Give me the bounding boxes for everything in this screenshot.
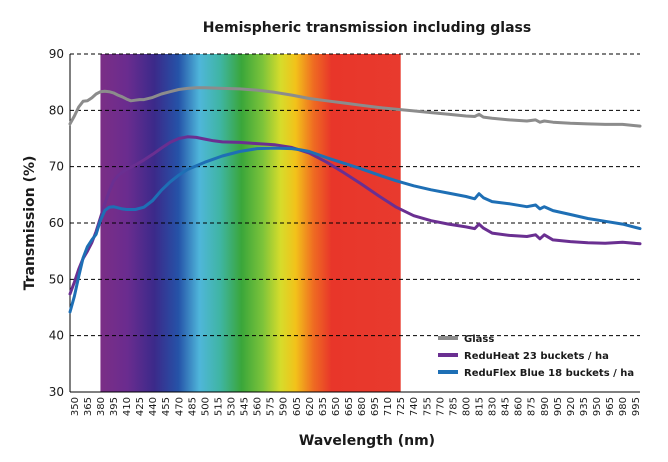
- x-tick-label: 785: [448, 397, 459, 416]
- y-tick-label: 60: [49, 216, 64, 230]
- x-tick-label: 770: [435, 397, 446, 416]
- y-axis-title: Transmission (%): [22, 156, 38, 291]
- series-line-1: [68, 135, 642, 296]
- x-tick-label: 455: [161, 397, 172, 416]
- legend-label: ReduHeat 23 buckets / ha: [464, 351, 609, 362]
- gridlines: [70, 53, 640, 337]
- x-tick-label: 800: [461, 397, 472, 416]
- x-tick-label: 650: [331, 397, 342, 416]
- x-tick-label: 620: [305, 397, 316, 416]
- x-tick-label: 725: [396, 397, 407, 416]
- legend-label: Glass: [464, 334, 494, 345]
- series-lines: [68, 86, 642, 314]
- legend-label: ReduFlex Blue 18 buckets / ha: [464, 368, 634, 379]
- x-tick-label: 845: [501, 397, 512, 416]
- x-tick-label: 530: [226, 397, 237, 416]
- x-tick-label: 950: [592, 397, 603, 416]
- series-line-2: [68, 146, 642, 314]
- x-tick-label: 965: [605, 397, 616, 416]
- x-tick-label: 740: [409, 397, 420, 416]
- legend: Glass ReduHeat 23 buckets / ha ReduFlex Bl…: [438, 334, 634, 379]
- x-tick-label: 905: [553, 397, 564, 416]
- x-tick-label: 635: [318, 397, 329, 416]
- x-tick-label: 485: [187, 397, 198, 416]
- x-tick-label: 695: [370, 397, 381, 416]
- x-tick-label: 860: [514, 397, 525, 416]
- x-tick-label: 395: [109, 397, 120, 416]
- x-axis-title: Wavelength (nm): [299, 433, 435, 449]
- x-tick-label: 560: [253, 397, 264, 416]
- x-tick-label: 605: [292, 397, 303, 416]
- y-tick-label: 30: [49, 385, 64, 399]
- y-tick-labels: 30 40 50 60 70 80 90: [49, 47, 64, 399]
- y-tick-label: 90: [49, 47, 64, 61]
- y-tick-label: 70: [49, 160, 64, 174]
- x-tick-label: 755: [422, 397, 433, 416]
- x-tick-label: 830: [488, 397, 499, 416]
- y-tick-label: 50: [49, 272, 64, 286]
- x-tick-label: 815: [475, 397, 486, 416]
- x-tick-label: 410: [122, 397, 133, 416]
- x-tick-label: 920: [566, 397, 577, 416]
- axes: [69, 54, 640, 393]
- x-tick-label: 545: [240, 397, 251, 416]
- x-tick-label: 590: [279, 397, 290, 416]
- x-tick-labels: 350 365 380 395 410 425 440 455 470 485 500 515 530 5…: [70, 397, 642, 416]
- x-tick-label: 980: [618, 397, 629, 416]
- x-tick-label: 380: [96, 397, 107, 416]
- x-tick-label: 665: [344, 397, 355, 416]
- series-line-0: [68, 86, 642, 128]
- x-tick-label: 680: [357, 397, 368, 416]
- x-tick-label: 890: [540, 397, 551, 416]
- x-tick-label: 935: [579, 397, 590, 416]
- x-tick-label: 350: [70, 397, 81, 416]
- x-tick-label: 995: [631, 397, 642, 416]
- x-tick-label: 515: [213, 397, 224, 416]
- y-tick-label: 40: [49, 329, 64, 343]
- x-tick-label: 710: [383, 397, 394, 416]
- x-tick-label: 500: [200, 397, 211, 416]
- y-tick-label: 80: [49, 103, 64, 117]
- x-tick-label: 365: [83, 397, 94, 416]
- x-tick-label: 425: [135, 397, 146, 416]
- chart-title: Hemispheric transmission including glass: [203, 20, 531, 36]
- x-tick-label: 440: [148, 397, 159, 416]
- x-tick-label: 470: [174, 397, 185, 416]
- x-tick-label: 575: [266, 397, 277, 416]
- x-tick-label: 875: [527, 397, 538, 416]
